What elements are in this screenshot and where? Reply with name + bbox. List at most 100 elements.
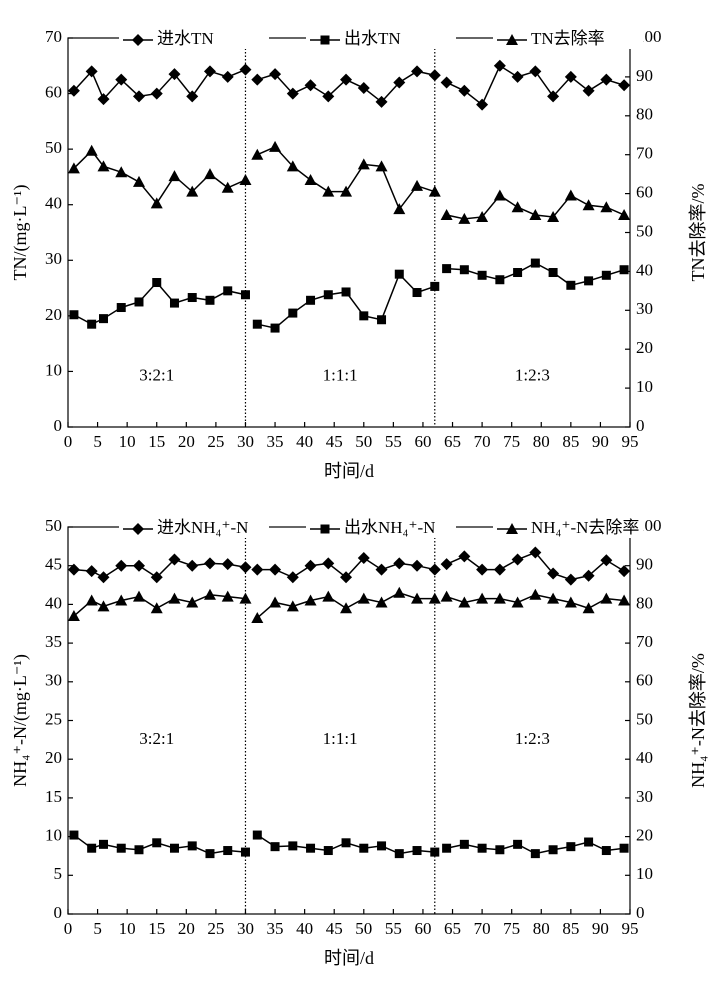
triangle-marker — [67, 162, 80, 174]
square-marker — [394, 269, 404, 279]
square-marker — [187, 293, 197, 303]
square-marker — [459, 839, 469, 849]
triangle-marker — [458, 596, 471, 608]
diamond-marker — [375, 563, 388, 576]
diamond-marker — [221, 70, 234, 83]
y2-tick-label: 10 — [636, 377, 653, 396]
triangle-marker — [150, 197, 163, 209]
x-tick-label: 35 — [267, 432, 284, 451]
diamond-marker — [168, 553, 181, 566]
square-marker — [98, 314, 108, 324]
x-tick-label: 55 — [385, 432, 402, 451]
square-marker — [134, 845, 144, 855]
diamond-marker — [150, 571, 163, 584]
x-tick-label: 20 — [178, 432, 195, 451]
square-marker — [513, 839, 523, 849]
x-tick-label: 35 — [267, 919, 284, 938]
x-tick-label: 40 — [296, 919, 313, 938]
diamond-marker — [97, 93, 110, 106]
x-tick-label: 80 — [533, 432, 550, 451]
triangle-marker — [150, 602, 163, 614]
triangle-marker — [547, 592, 560, 604]
y2-tick-label: 30 — [636, 299, 653, 318]
diamond-marker — [251, 73, 264, 86]
triangle-marker — [393, 203, 406, 215]
triangle-marker — [393, 586, 406, 598]
y2-tick-label: 60 — [636, 183, 653, 202]
y2-tick-label: 80 — [636, 105, 653, 124]
triangle-marker — [582, 199, 595, 211]
square-marker — [69, 830, 79, 840]
square-marker — [152, 278, 162, 288]
triangle-marker — [132, 590, 145, 602]
y-tick-label: 70 — [45, 27, 62, 46]
diamond-marker — [340, 571, 353, 584]
triangle-marker — [132, 175, 145, 187]
diamond-marker — [411, 559, 424, 572]
x-tick-label: 0 — [64, 919, 73, 938]
square-marker — [394, 849, 404, 859]
y2-tick-label: 50 — [636, 221, 653, 240]
diamond-marker — [428, 563, 441, 576]
phase-label: 1:2:3 — [515, 729, 550, 748]
square-marker — [530, 849, 540, 859]
triangle-marker — [357, 592, 370, 604]
x-tick-label: 70 — [474, 919, 491, 938]
y2-tick-label: 90 — [636, 555, 653, 574]
diamond-marker — [529, 546, 542, 559]
y-tick-label: 40 — [45, 593, 62, 612]
triangle-marker — [168, 170, 181, 182]
triangle-marker — [511, 596, 524, 608]
triangle-marker — [600, 592, 613, 604]
square-marker — [341, 838, 351, 848]
diamond-marker — [511, 553, 524, 566]
square-marker — [288, 308, 298, 318]
triangle-marker — [239, 592, 252, 604]
x-tick-label: 25 — [207, 432, 224, 451]
legend-label: NH₄⁺-N去除率 — [531, 518, 639, 537]
diamond-marker — [393, 76, 406, 89]
diamond-marker — [529, 65, 542, 78]
y-tick-label: 10 — [45, 360, 62, 379]
diamond-marker — [618, 565, 631, 578]
square-marker — [240, 290, 250, 300]
square-marker — [87, 319, 97, 329]
diamond-marker — [286, 87, 299, 100]
diamond-marker — [582, 569, 595, 582]
x-tick-label: 0 — [64, 432, 73, 451]
triangle-marker — [186, 596, 199, 608]
triangle-marker — [97, 600, 110, 612]
diamond-marker — [428, 69, 441, 82]
triangle-marker — [85, 594, 98, 606]
x-tick-label: 40 — [296, 432, 313, 451]
triangle-marker — [251, 148, 264, 160]
x-tick-label: 90 — [592, 919, 609, 938]
diamond-marker — [304, 79, 317, 92]
triangle-marker — [618, 594, 631, 606]
square-marker — [619, 843, 629, 853]
square-marker — [566, 842, 576, 852]
x-tick-label: 65 — [444, 432, 461, 451]
diamond-marker — [493, 59, 506, 72]
diamond-marker — [203, 65, 216, 78]
y-tick-label: 50 — [45, 516, 62, 535]
triangle-marker — [340, 185, 353, 197]
phase-label: 1:1:1 — [323, 729, 358, 748]
y-tick-label: 30 — [45, 249, 62, 268]
triangle-marker — [168, 592, 181, 604]
diamond-marker — [269, 563, 282, 576]
legend-marker — [506, 34, 518, 45]
triangle-marker — [269, 140, 282, 152]
diamond-marker — [186, 559, 199, 572]
square-marker — [169, 843, 179, 853]
triangle-marker — [304, 594, 317, 606]
square-marker — [495, 275, 505, 285]
square-marker — [477, 270, 487, 280]
diamond-marker — [357, 551, 370, 564]
diamond-marker — [393, 557, 406, 570]
square-marker — [412, 288, 422, 298]
diamond-marker — [150, 87, 163, 100]
legend-label: TN去除率 — [531, 29, 605, 48]
square-marker — [430, 847, 440, 857]
